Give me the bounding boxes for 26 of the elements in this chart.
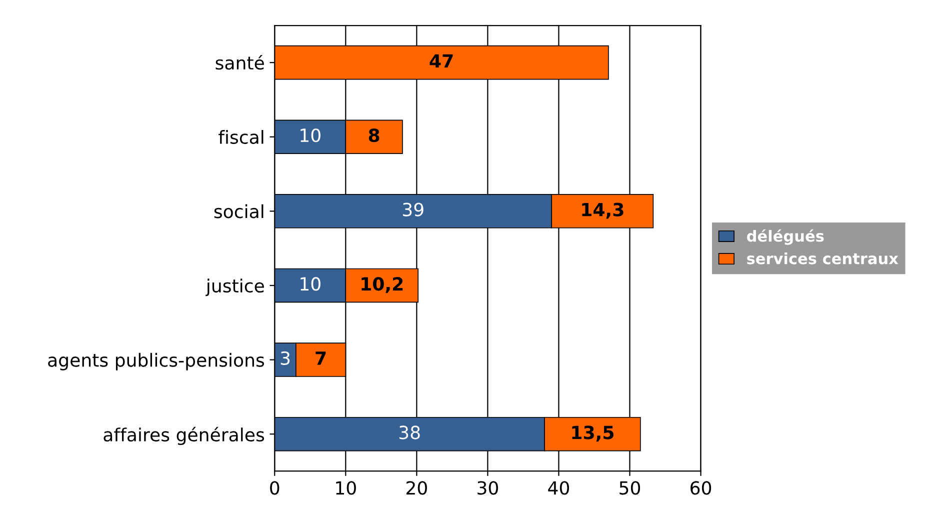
y-tick-label: justice [206, 278, 264, 296]
data-label: 10 [300, 128, 320, 142]
data-label: 3 [280, 351, 290, 366]
data-label: 10 [300, 277, 320, 291]
y-tick-label: agents publics-pensions [48, 352, 264, 370]
data-label: 7 [316, 352, 326, 365]
x-tick-label: 50 [620, 481, 640, 495]
x-tick-label: 10 [336, 481, 356, 495]
x-tick-label: 20 [406, 481, 427, 495]
data-label: 39 [403, 202, 424, 216]
x-tick-label: 30 [478, 481, 498, 495]
data-label: 38 [399, 426, 420, 440]
x-tick-label: 0 [270, 481, 280, 495]
x-tick-label: 40 [548, 481, 570, 495]
y-tick-label: social [214, 204, 264, 218]
y-tick-label: fiscal [218, 130, 264, 144]
data-label: 14,3 [582, 202, 624, 219]
x-tick-label: 60 [690, 481, 712, 495]
y-tick-label: affaires générales [104, 426, 264, 446]
y-tick-label: santé [216, 54, 264, 70]
legend-label: délégués [746, 229, 824, 245]
data-label: 8 [368, 128, 380, 142]
data-label: 47 [430, 54, 453, 68]
data-label: 10,2 [362, 277, 403, 294]
legend-label: services centraux [747, 252, 898, 264]
data-label: 13,5 [572, 426, 614, 442]
